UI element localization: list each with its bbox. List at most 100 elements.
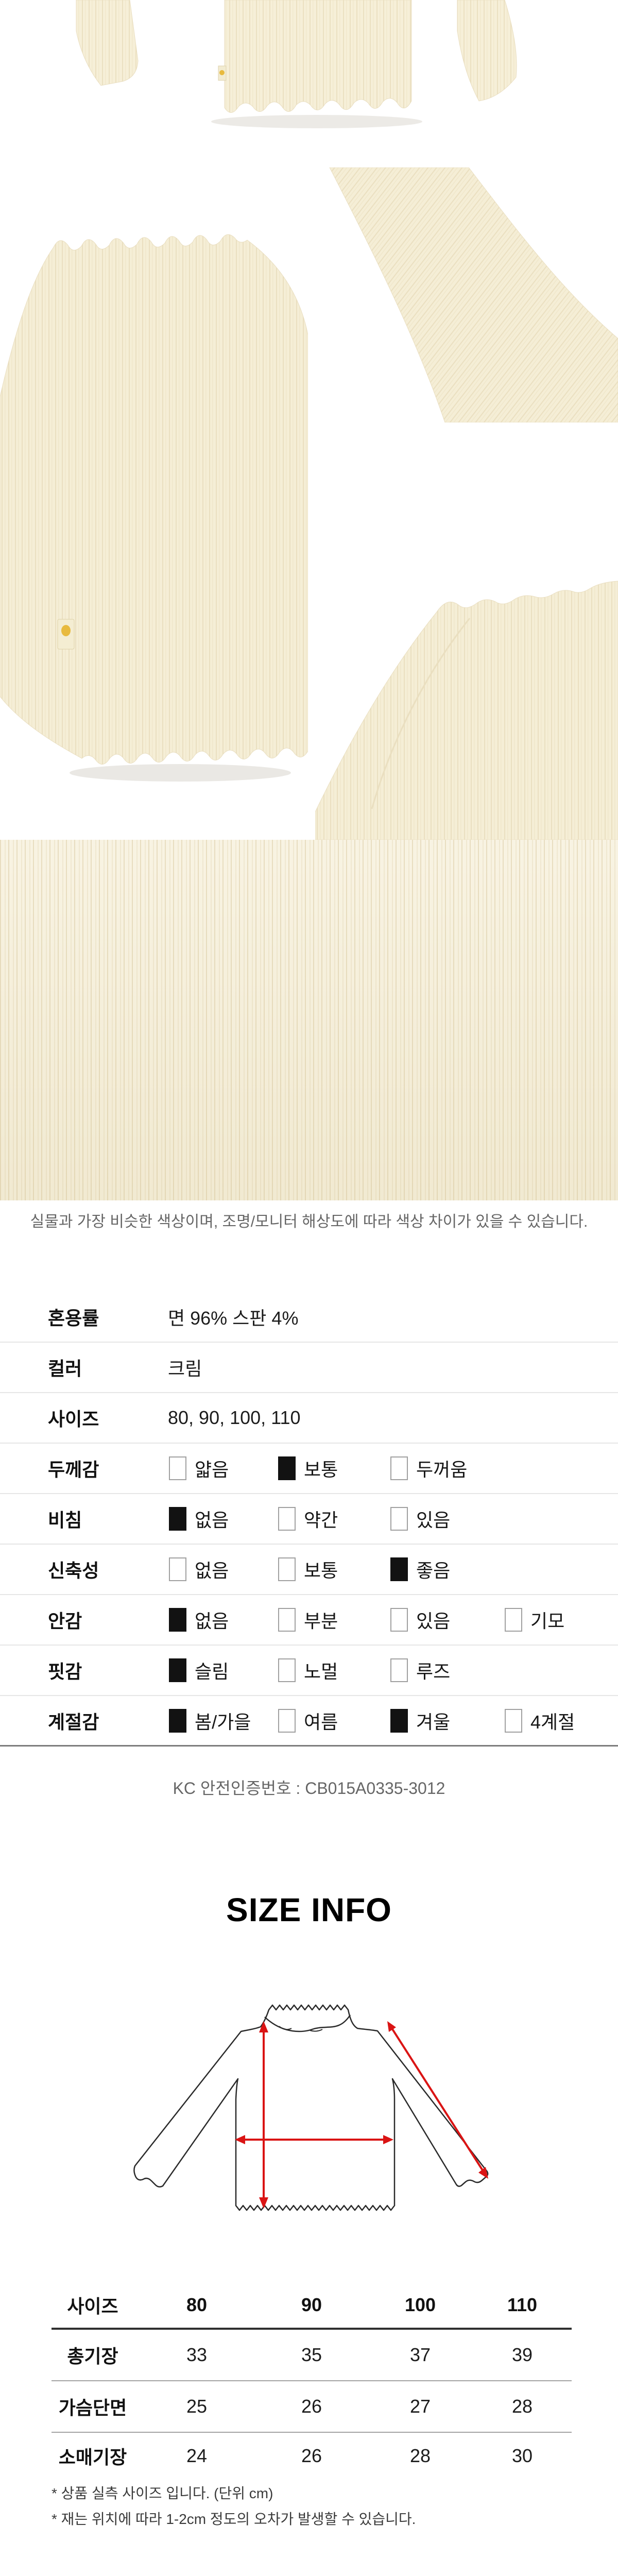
header-cell: 80 bbox=[186, 2294, 208, 2315]
note-line: * 재는 위치에 따라 1-2cm 정도의 오차가 발생할 수 있습니다. bbox=[52, 2511, 416, 2527]
table-row-color: 컬러 크림 bbox=[0, 1343, 618, 1393]
option: 슬림 bbox=[169, 1646, 229, 1695]
table-row-sheerness: 비침 없음 약간 있음 bbox=[0, 1494, 618, 1545]
row-value: 크림 bbox=[168, 1358, 202, 1379]
header-cell: 사이즈 bbox=[67, 2296, 118, 2317]
checkbox-icon bbox=[390, 1608, 408, 1632]
option: 4계절 bbox=[505, 1696, 575, 1745]
product-photo-front bbox=[76, 0, 517, 128]
brand-tag-icon bbox=[218, 65, 227, 81]
option: 없음 bbox=[169, 1545, 229, 1594]
row-value: 면 96% 스판 4% bbox=[168, 1308, 299, 1329]
table-row: 소매기장 24 26 28 30 bbox=[52, 2433, 572, 2479]
size-info-title: SIZE INFO bbox=[226, 1891, 392, 1928]
table-row: 총기장 33 35 37 39 bbox=[52, 2330, 572, 2381]
cell: 35 bbox=[301, 2344, 322, 2365]
cell: 27 bbox=[409, 2396, 431, 2417]
option: 보통 bbox=[278, 1444, 338, 1493]
checkbox-icon bbox=[390, 1507, 408, 1531]
cell: 24 bbox=[186, 2445, 208, 2466]
size-info-table: 사이즈 80 90 100 110 총기장 33 35 37 39 가슴단면 2… bbox=[52, 2282, 572, 2479]
option: 약간 bbox=[278, 1494, 338, 1544]
cell: 28 bbox=[511, 2396, 533, 2417]
option: 루즈 bbox=[390, 1646, 450, 1695]
product-photo-sleeve-closeup bbox=[329, 167, 618, 422]
row-label: 계절감 bbox=[48, 1711, 99, 1733]
checkbox-icon bbox=[505, 1708, 522, 1733]
cell: 33 bbox=[186, 2344, 208, 2365]
row-label: 비침 bbox=[48, 1510, 82, 1531]
table-row-stretch: 신축성 없음 보통 좋음 bbox=[0, 1545, 618, 1595]
row-label: 안감 bbox=[48, 1611, 82, 1632]
option: 얇음 bbox=[169, 1444, 229, 1493]
checkbox-icon bbox=[169, 1608, 186, 1632]
cell: 26 bbox=[301, 2396, 322, 2417]
product-photo-neck-closeup bbox=[0, 234, 308, 782]
option: 부분 bbox=[278, 1595, 338, 1645]
header-cell: 100 bbox=[404, 2294, 436, 2315]
checkbox-icon bbox=[278, 1658, 296, 1682]
table-row-thickness: 두께감 얇음 보통 두꺼움 bbox=[0, 1444, 618, 1494]
option: 있음 bbox=[390, 1494, 450, 1544]
kc-certification: KC 안전인증번호 : CB015A0335-3012 bbox=[173, 1779, 445, 1798]
cell: 28 bbox=[409, 2445, 431, 2466]
option: 두꺼움 bbox=[390, 1444, 467, 1493]
checkbox-icon bbox=[169, 1507, 186, 1531]
option: 기모 bbox=[505, 1595, 564, 1645]
note-line: * 상품 실측 사이즈 입니다. (단위 cm) bbox=[52, 2485, 273, 2501]
measure-arrows bbox=[235, 2021, 488, 2209]
size-info-header-row: 사이즈 80 90 100 110 bbox=[52, 2282, 572, 2330]
header-cell: 90 bbox=[301, 2294, 322, 2315]
option: 보통 bbox=[278, 1545, 338, 1594]
cell: 37 bbox=[409, 2344, 431, 2365]
option: 봄/가을 bbox=[169, 1696, 251, 1745]
fabric-texture-photo bbox=[0, 840, 618, 1200]
checkbox-icon bbox=[390, 1456, 408, 1480]
cell: 26 bbox=[301, 2445, 322, 2466]
option: 좋음 bbox=[390, 1545, 450, 1594]
table-row-size: 사이즈 80, 90, 100, 110 bbox=[0, 1393, 618, 1444]
table-row-fit: 핏감 슬림 노멀 루즈 bbox=[0, 1646, 618, 1696]
color-caption: 실물과 가장 비슷한 색상이며, 조명/모니터 해상도에 따라 색상 차이가 있… bbox=[30, 1213, 588, 1230]
cell: 30 bbox=[511, 2445, 533, 2466]
checkbox-icon bbox=[278, 1708, 296, 1733]
cell: 39 bbox=[511, 2344, 533, 2365]
checkbox-icon bbox=[278, 1507, 296, 1531]
brand-tag-icon bbox=[57, 619, 75, 650]
table-row: 가슴단면 25 26 27 28 bbox=[52, 2381, 572, 2433]
row-label: 컬러 bbox=[48, 1358, 82, 1379]
checkbox-icon bbox=[169, 1557, 186, 1581]
checkbox-icon bbox=[169, 1658, 186, 1682]
garment-measurement-diagram bbox=[133, 2004, 489, 2211]
checkbox-icon bbox=[169, 1708, 186, 1733]
table-row-lining: 안감 없음 부분 있음 기모 bbox=[0, 1595, 618, 1646]
product-info-table: 혼용률 면 96% 스판 4% 컬러 크림 사이즈 80, 90, 100, 1… bbox=[0, 1292, 618, 1747]
size-info-notes: * 상품 실측 사이즈 입니다. (단위 cm) * 재는 위치에 따라 1-2… bbox=[52, 2481, 416, 2532]
row-label: 가슴단면 bbox=[58, 2397, 127, 2418]
checkbox-icon bbox=[278, 1557, 296, 1581]
option: 겨울 bbox=[390, 1696, 450, 1745]
option: 있음 bbox=[390, 1595, 450, 1645]
option: 없음 bbox=[169, 1595, 229, 1645]
checkbox-icon bbox=[390, 1658, 408, 1682]
row-value: 80, 90, 100, 110 bbox=[168, 1407, 301, 1428]
table-row-season: 계절감 봄/가을 여름 겨울 4계절 bbox=[0, 1696, 618, 1747]
checkbox-icon bbox=[169, 1456, 186, 1480]
row-label: 혼용률 bbox=[48, 1308, 99, 1329]
row-label: 소매기장 bbox=[58, 2447, 127, 2468]
product-photo-shoulder-closeup bbox=[315, 581, 618, 840]
option: 여름 bbox=[278, 1696, 338, 1745]
option: 노멀 bbox=[278, 1646, 338, 1695]
checkbox-icon bbox=[278, 1456, 296, 1480]
header-cell: 110 bbox=[507, 2294, 538, 2315]
row-label: 사이즈 bbox=[48, 1409, 99, 1430]
checkbox-icon bbox=[505, 1608, 522, 1632]
checkbox-icon bbox=[278, 1608, 296, 1632]
cell: 25 bbox=[186, 2396, 208, 2417]
checkbox-icon bbox=[390, 1708, 408, 1733]
row-label: 핏감 bbox=[48, 1661, 82, 1682]
checkbox-icon bbox=[390, 1557, 408, 1581]
option: 없음 bbox=[169, 1494, 229, 1544]
table-row-blend: 혼용률 면 96% 스판 4% bbox=[0, 1292, 618, 1343]
